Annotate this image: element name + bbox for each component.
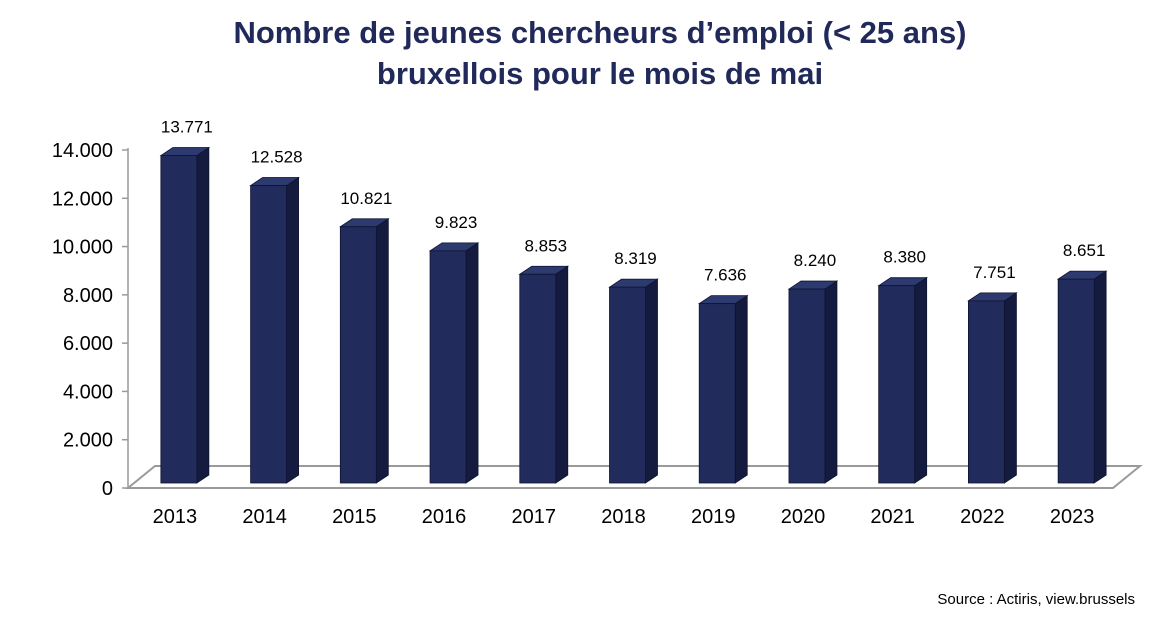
x-tick-label: 2016 <box>422 506 467 528</box>
bar-side <box>824 280 838 484</box>
data-label: 8.651 <box>1063 241 1106 260</box>
x-tick-label: 2014 <box>242 506 287 528</box>
source-note: Source : Actiris, view.brussels <box>937 591 1135 608</box>
bar-side <box>1004 292 1017 484</box>
x-tick-label: 2019 <box>691 506 736 528</box>
x-tick-label: 2013 <box>153 506 198 528</box>
data-label: 7.751 <box>973 263 1016 282</box>
y-tick-label: 10.000 <box>52 237 113 259</box>
bar-side <box>1093 270 1107 484</box>
y-tick-label: 14.000 <box>52 140 113 162</box>
data-label: 12.528 <box>251 148 303 167</box>
bar <box>160 155 198 484</box>
data-label: 8.853 <box>524 236 567 255</box>
bar <box>519 273 557 484</box>
bar <box>339 226 377 484</box>
chart-title-line-2: bruxellois pour le mois de mai <box>376 56 824 91</box>
chart-title-line-1: Nombre de jeunes chercheurs d’emploi (< … <box>233 15 967 50</box>
bar <box>698 303 736 484</box>
bar <box>1057 278 1095 484</box>
data-label: 8.319 <box>614 249 657 268</box>
x-tick-label: 2017 <box>512 506 557 528</box>
data-label: 8.240 <box>794 251 837 270</box>
bar-side <box>375 218 389 484</box>
bar <box>788 288 826 484</box>
bar <box>250 185 287 484</box>
x-tick-label: 2018 <box>601 506 646 528</box>
bar <box>968 300 1005 484</box>
y-tick-label: 4.000 <box>63 381 113 403</box>
bar-side <box>196 146 210 484</box>
bar-side <box>555 265 569 484</box>
x-tick-label: 2020 <box>781 506 826 528</box>
x-tick-label: 2023 <box>1050 506 1095 528</box>
chart-title: Nombre de jeunes chercheurs d’emploi (< … <box>0 12 1155 94</box>
y-tick-label: 12.000 <box>52 188 113 210</box>
y-tick-label: 2.000 <box>63 430 113 452</box>
bar <box>609 286 646 484</box>
bar-side <box>465 242 479 484</box>
bar-side <box>914 276 928 484</box>
bar <box>878 285 916 484</box>
x-tick-label: 2022 <box>960 506 1005 528</box>
bar-side <box>645 278 658 484</box>
x-tick-label: 2021 <box>870 506 915 528</box>
y-tick-label: 8.000 <box>63 285 113 307</box>
y-tick-label: 0 <box>102 478 113 500</box>
data-label: 8.380 <box>883 248 926 267</box>
bar-side <box>286 176 299 484</box>
bar-side <box>734 294 748 484</box>
x-tick-label: 2015 <box>332 506 377 528</box>
data-label: 9.823 <box>435 213 478 232</box>
data-label: 7.636 <box>704 266 747 285</box>
y-tick-label: 6.000 <box>63 333 113 355</box>
bar <box>429 250 467 484</box>
data-label: 10.821 <box>340 189 392 208</box>
data-label: 13.771 <box>161 118 213 137</box>
